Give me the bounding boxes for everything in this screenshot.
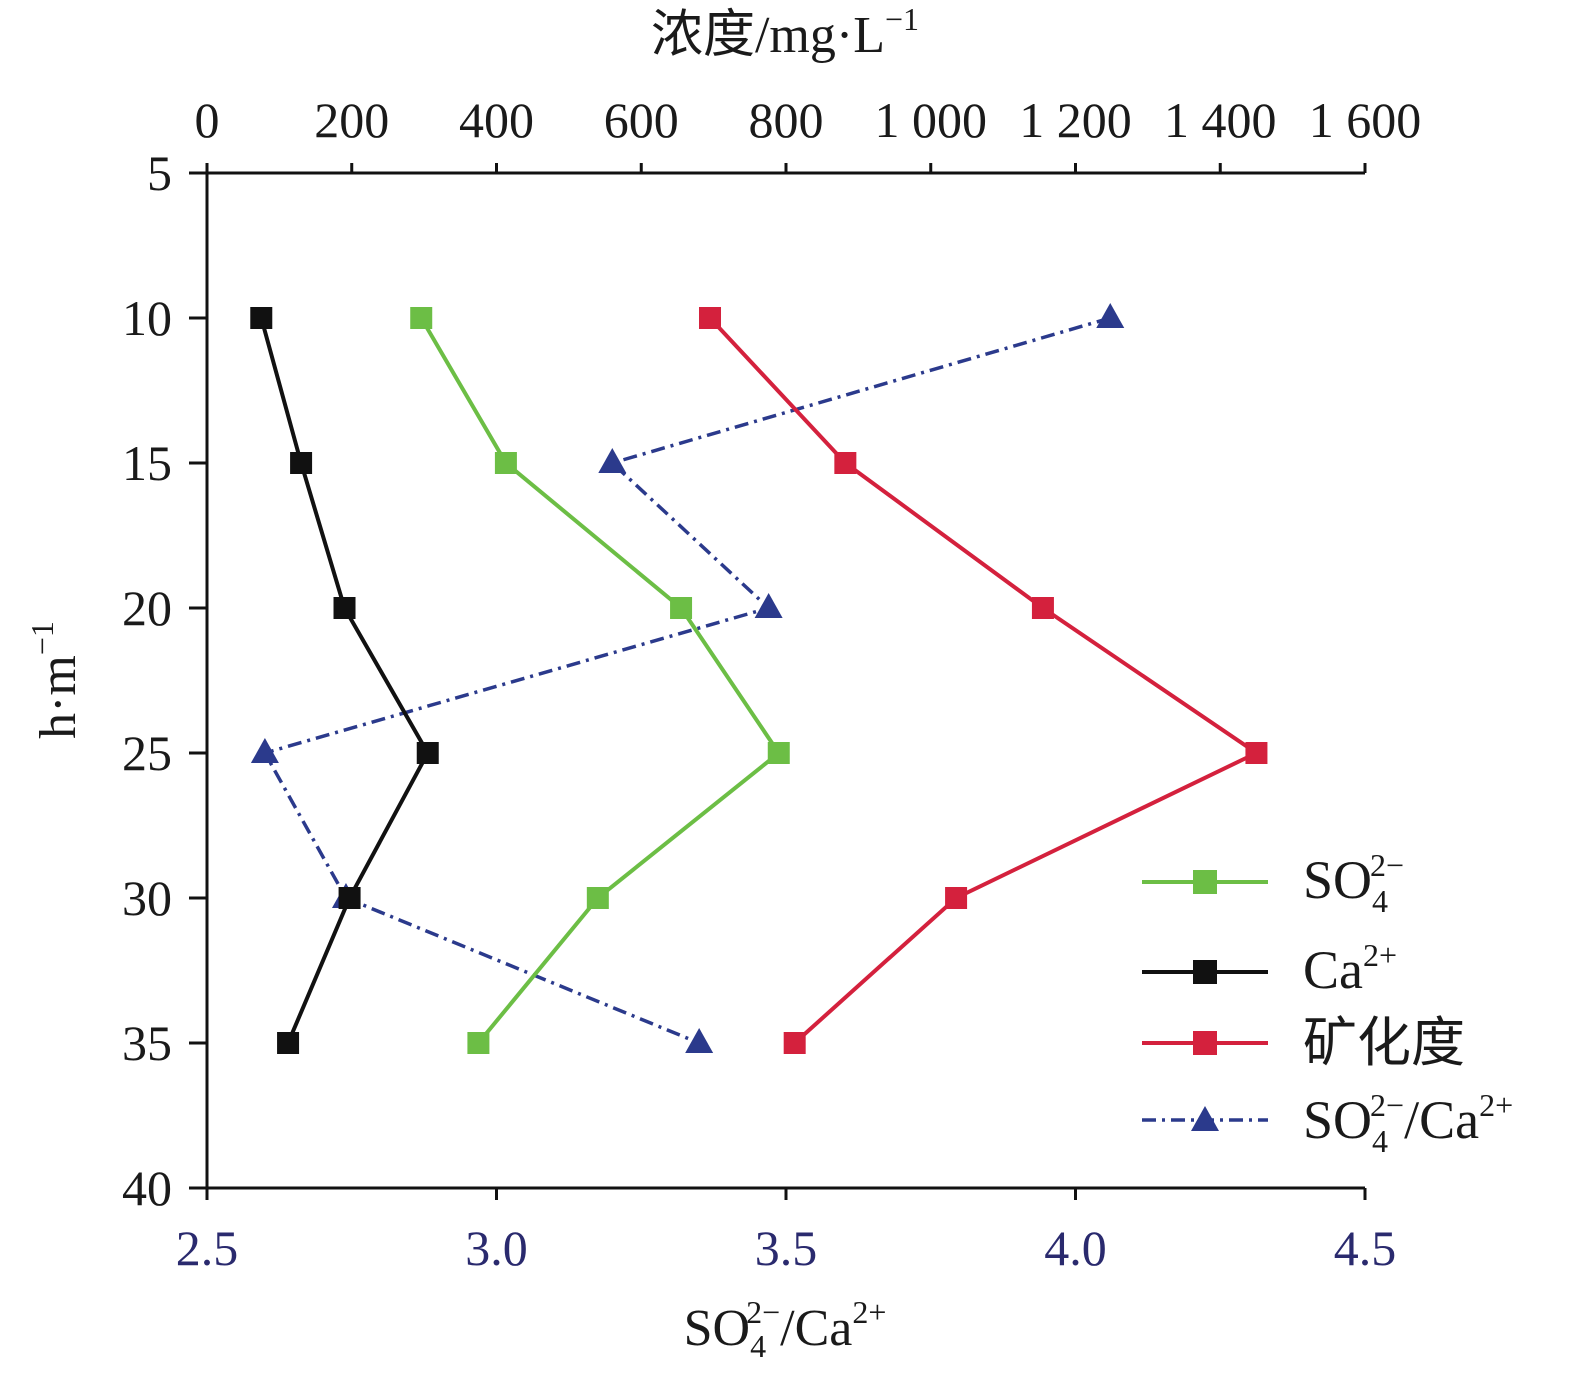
bottom-tick-label: 3.5 (755, 1220, 818, 1276)
data-point-so4 (670, 597, 693, 619)
series-ratio (250, 303, 1125, 1053)
left-tick-label: 5 (147, 145, 172, 201)
series-line-ca (259, 317, 431, 1044)
bottom-axis-title: SO42−/Ca2+ (684, 1294, 887, 1364)
data-point-so4 (494, 452, 517, 474)
svg-text:Ca2+: Ca2+ (1303, 937, 1397, 1000)
data-point-ca (333, 597, 356, 619)
data-point-ratio (685, 1028, 714, 1053)
data-point-ca (290, 452, 313, 474)
top-axis-ticks: 0 200 400 600 800 1 000 1 200 1 400 1 600 (195, 92, 1422, 173)
data-point-so4 (586, 887, 609, 909)
data-point-ca (250, 307, 273, 329)
series-layer (250, 303, 1268, 1054)
left-axis-ticks: 5 10 15 20 25 30 35 40 (122, 145, 207, 1216)
bottom-axis-ticks: 2.5 3.0 3.5 4.0 4.5 (176, 1188, 1397, 1276)
top-tick-label: 1 000 (875, 92, 988, 148)
data-point-ratio (1096, 303, 1125, 328)
left-tick-label: 10 (122, 290, 172, 346)
data-point-mineral (783, 1032, 806, 1054)
top-tick-label: 1 400 (1164, 92, 1277, 148)
data-point-mineral (699, 307, 722, 329)
left-tick-label: 40 (122, 1160, 172, 1216)
top-tick-label: 600 (604, 92, 679, 148)
legend-item-so4: SO42− (1142, 847, 1404, 919)
top-tick-label: 200 (314, 92, 389, 148)
data-point-mineral (1245, 742, 1268, 764)
data-point-ratio (754, 593, 783, 618)
series-line-so4 (419, 316, 782, 1045)
data-point-ratio (250, 738, 279, 763)
series-line-ratio (262, 316, 1111, 1045)
top-tick-label: 800 (749, 92, 824, 148)
data-point-so4 (467, 1032, 490, 1054)
top-tick-label: 1 600 (1309, 92, 1422, 148)
series-line-mineral (708, 316, 1261, 1045)
data-point-mineral (945, 887, 968, 909)
series-ca (250, 307, 439, 1054)
svg-text:SO42−: SO42− (1303, 847, 1404, 919)
legend-item-mineral: 矿化度 (1142, 1013, 1465, 1073)
bottom-tick-label: 4.0 (1044, 1220, 1107, 1276)
left-tick-label: 15 (122, 435, 172, 491)
data-point-ratio (598, 448, 627, 473)
series-so4 (410, 307, 790, 1054)
data-point-ca (416, 742, 439, 764)
bottom-tick-label: 2.5 (176, 1220, 239, 1276)
left-tick-label: 35 (122, 1015, 172, 1071)
top-axis-title: 浓度/mg·L−1 (651, 1, 919, 64)
y-axis-title: h·m−1 (24, 621, 87, 739)
legend-item-ratio: SO42−/Ca2+ (1142, 1087, 1513, 1159)
left-tick-label: 20 (122, 580, 172, 636)
legend: SO42− Ca2+ 矿化度 SO42−/Ca2+ (1142, 847, 1513, 1159)
legend-item-ca: Ca2+ (1142, 937, 1397, 1000)
data-point-ca (277, 1032, 300, 1054)
data-point-ca (338, 887, 361, 909)
svg-text:矿化度: 矿化度 (1303, 1013, 1465, 1073)
svg-text:SO42−/Ca2+: SO42−/Ca2+ (1303, 1087, 1513, 1159)
left-tick-label: 25 (122, 725, 172, 781)
bottom-tick-label: 3.0 (465, 1220, 528, 1276)
top-tick-label: 0 (195, 92, 220, 148)
data-point-mineral (1031, 597, 1054, 619)
top-tick-label: 400 (459, 92, 534, 148)
top-tick-label: 1 200 (1019, 92, 1132, 148)
series-mineral (699, 307, 1268, 1054)
data-point-mineral (834, 452, 857, 474)
bottom-tick-label: 4.5 (1334, 1220, 1397, 1276)
left-tick-label: 30 (122, 870, 172, 926)
data-point-so4 (767, 742, 790, 764)
data-point-so4 (410, 307, 433, 329)
